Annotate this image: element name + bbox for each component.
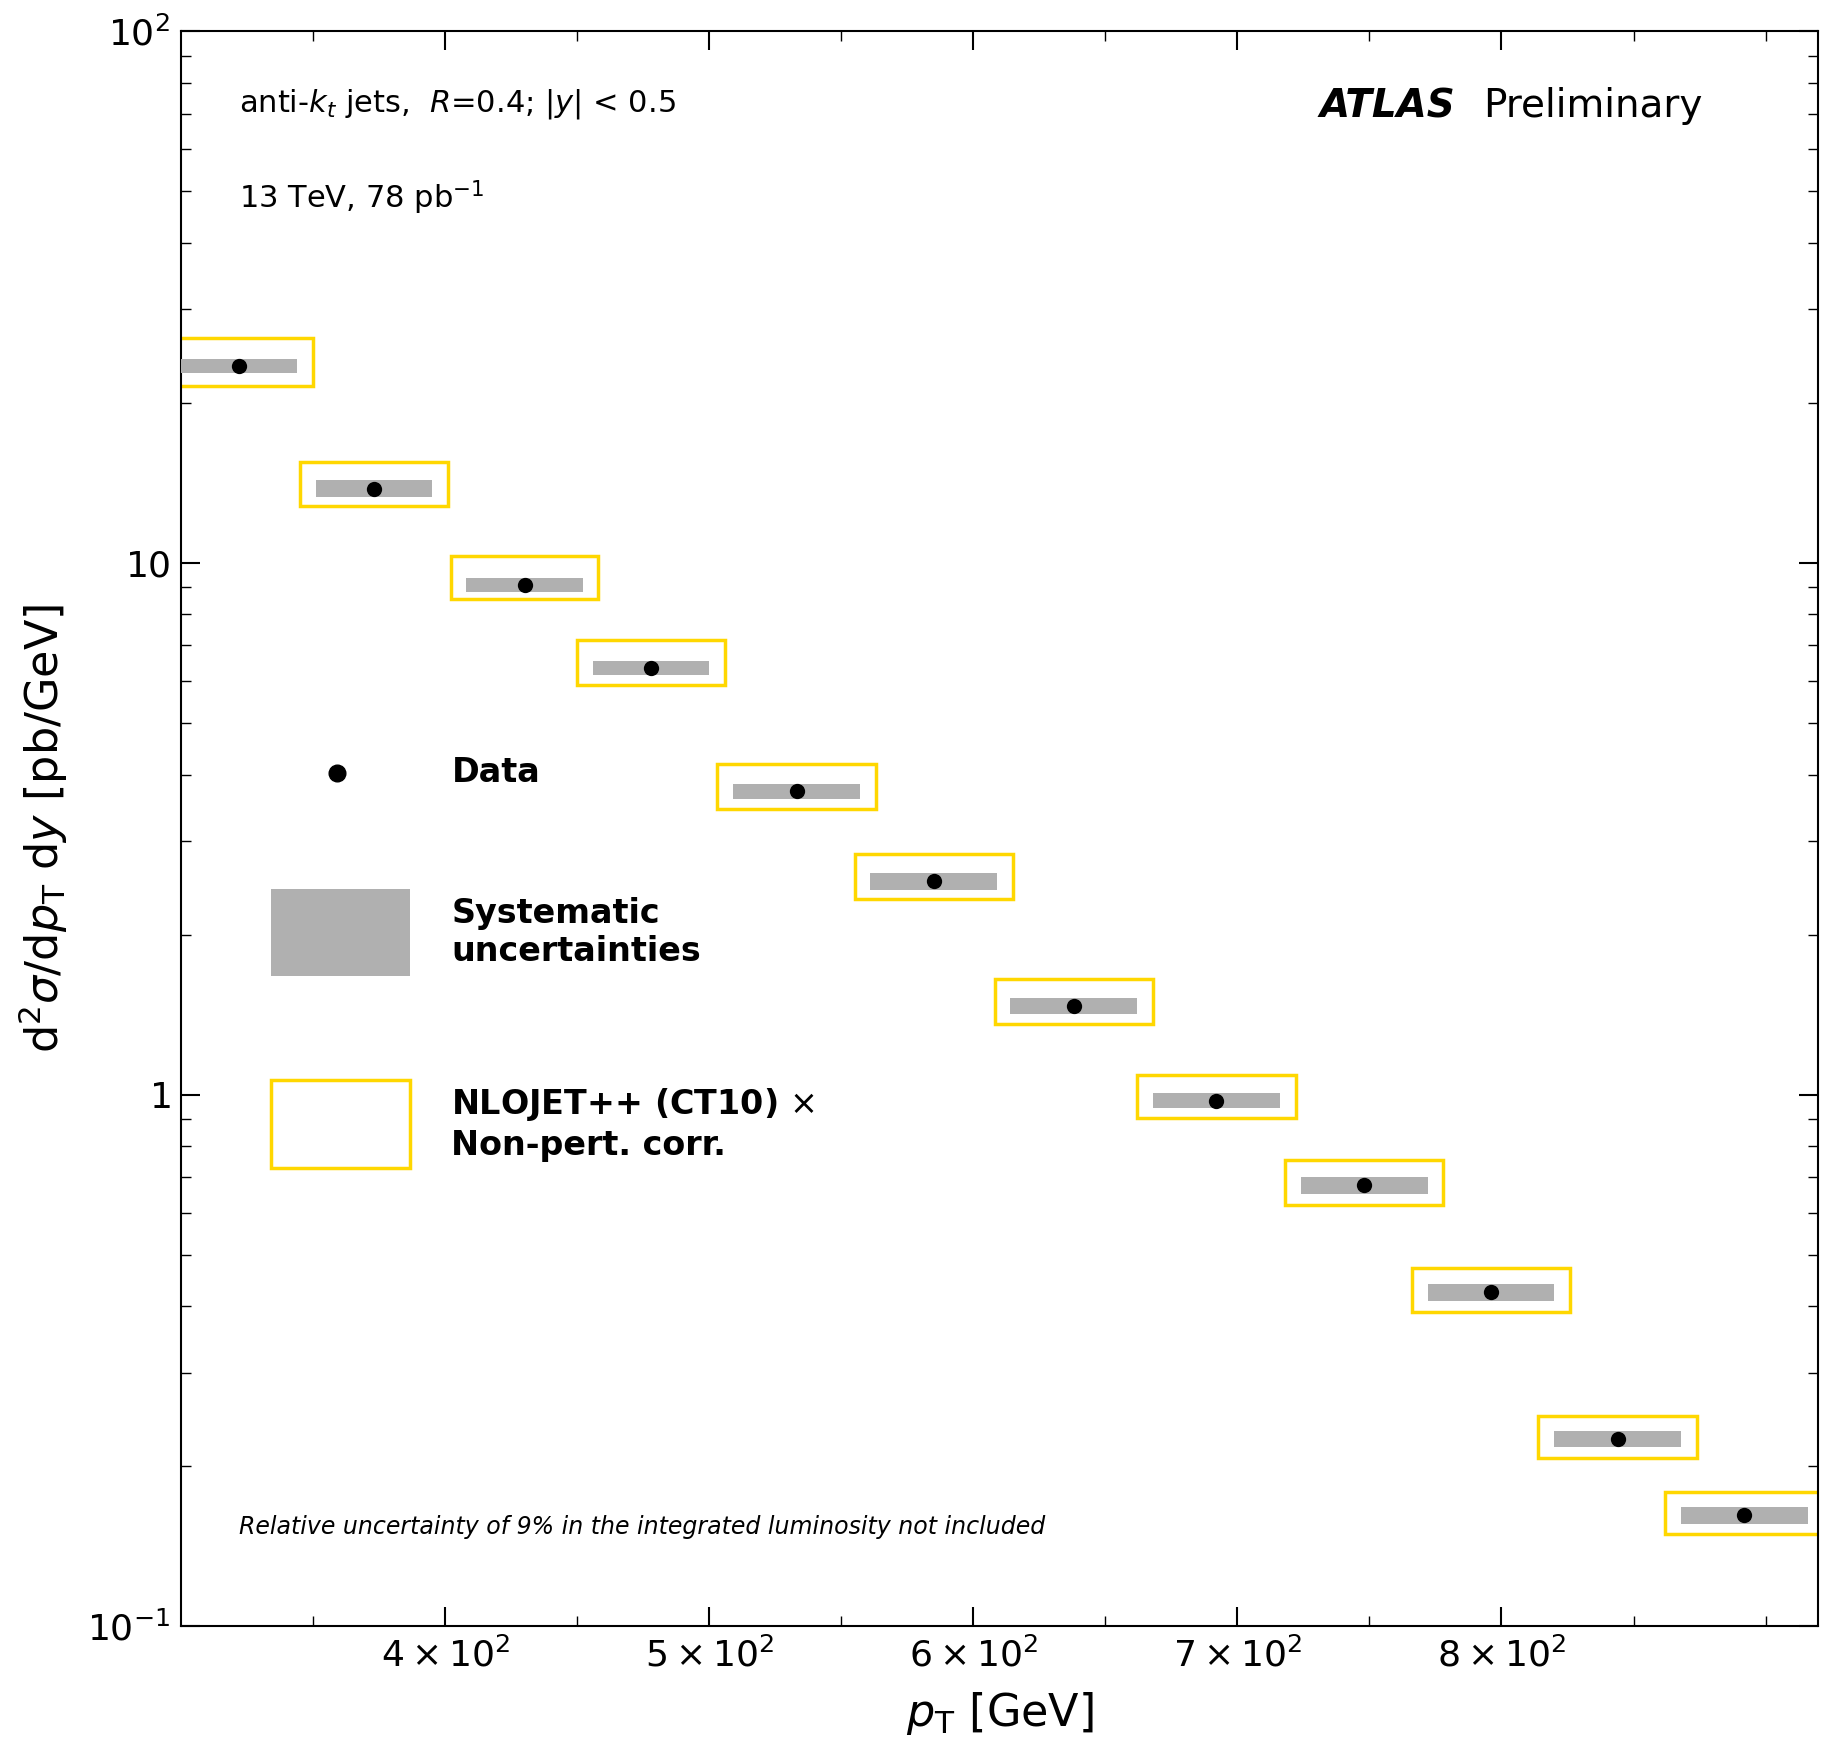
Bar	[1152, 1093, 1279, 1109]
Bar	[272, 889, 411, 977]
Y-axis label: d$^2\sigma$/d$p_\mathrm{T}$ d$y$ [pb/GeV]: d$^2\sigma$/d$p_\mathrm{T}$ d$y$ [pb/GeV…	[17, 603, 70, 1054]
Bar	[578, 640, 725, 684]
Bar	[1554, 1431, 1681, 1447]
Bar	[272, 1080, 411, 1168]
Bar	[717, 765, 875, 809]
Bar	[1411, 1268, 1571, 1312]
Bar	[855, 854, 1013, 900]
Bar	[1138, 1075, 1296, 1117]
Text: Preliminary: Preliminary	[1483, 88, 1703, 125]
X-axis label: $p_\mathrm{T}$ [GeV]: $p_\mathrm{T}$ [GeV]	[906, 1691, 1094, 1736]
Bar	[1284, 1159, 1444, 1205]
Bar	[1428, 1284, 1554, 1300]
Bar	[182, 360, 297, 372]
Text: ATLAS: ATLAS	[1319, 88, 1455, 125]
Text: NLOJET++ (CT10) $\times$
Non-pert. corr.: NLOJET++ (CT10) $\times$ Non-pert. corr.	[451, 1086, 817, 1161]
Bar	[1538, 1415, 1697, 1458]
Bar	[870, 873, 996, 889]
Bar	[1664, 1493, 1824, 1535]
Text: Relative uncertainty of 9% in the integrated luminosity not included: Relative uncertainty of 9% in the integr…	[239, 1515, 1044, 1538]
Bar	[1301, 1177, 1428, 1194]
Bar	[466, 577, 584, 591]
Bar	[593, 661, 710, 675]
Text: 13 TeV, 78 pb$^{-1}$: 13 TeV, 78 pb$^{-1}$	[239, 177, 484, 216]
Bar	[301, 461, 448, 505]
Text: Data: Data	[451, 756, 539, 789]
Text: Systematic
uncertainties: Systematic uncertainties	[451, 896, 701, 968]
Text: anti-$k_t$ jets,  $R$=0.4; |$y$| < 0.5: anti-$k_t$ jets, $R$=0.4; |$y$| < 0.5	[239, 88, 675, 121]
Bar	[451, 556, 598, 600]
Bar	[165, 339, 314, 386]
Bar	[995, 979, 1152, 1024]
Bar	[734, 784, 861, 798]
Bar	[1681, 1507, 1807, 1524]
Bar	[1011, 998, 1138, 1014]
Bar	[316, 481, 431, 496]
